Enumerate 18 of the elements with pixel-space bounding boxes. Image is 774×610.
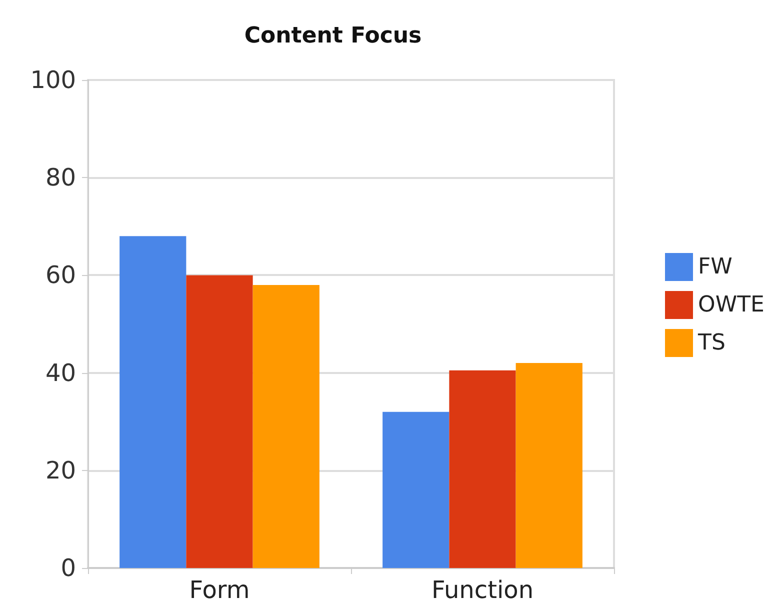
bar — [252, 284, 320, 568]
legend-label: FW — [698, 254, 733, 280]
legend-label: OWTE — [698, 292, 764, 318]
y-tick-label: 60 — [45, 261, 76, 290]
x-tick-label: Form — [189, 576, 250, 604]
y-tick-label: 100 — [30, 66, 76, 94]
chart-title: Content Focus — [244, 24, 422, 48]
bar — [449, 370, 516, 568]
y-tick-label: 80 — [45, 164, 76, 192]
legend-label: TS — [697, 330, 726, 356]
y-tick-label: 20 — [45, 456, 76, 484]
y-tick-label: 40 — [45, 358, 76, 387]
bar — [120, 236, 186, 568]
x-tick-label: Function — [431, 576, 534, 604]
y-tick-label: 0 — [60, 554, 76, 582]
bar — [186, 275, 253, 568]
bar — [516, 363, 582, 568]
bar — [382, 412, 450, 568]
